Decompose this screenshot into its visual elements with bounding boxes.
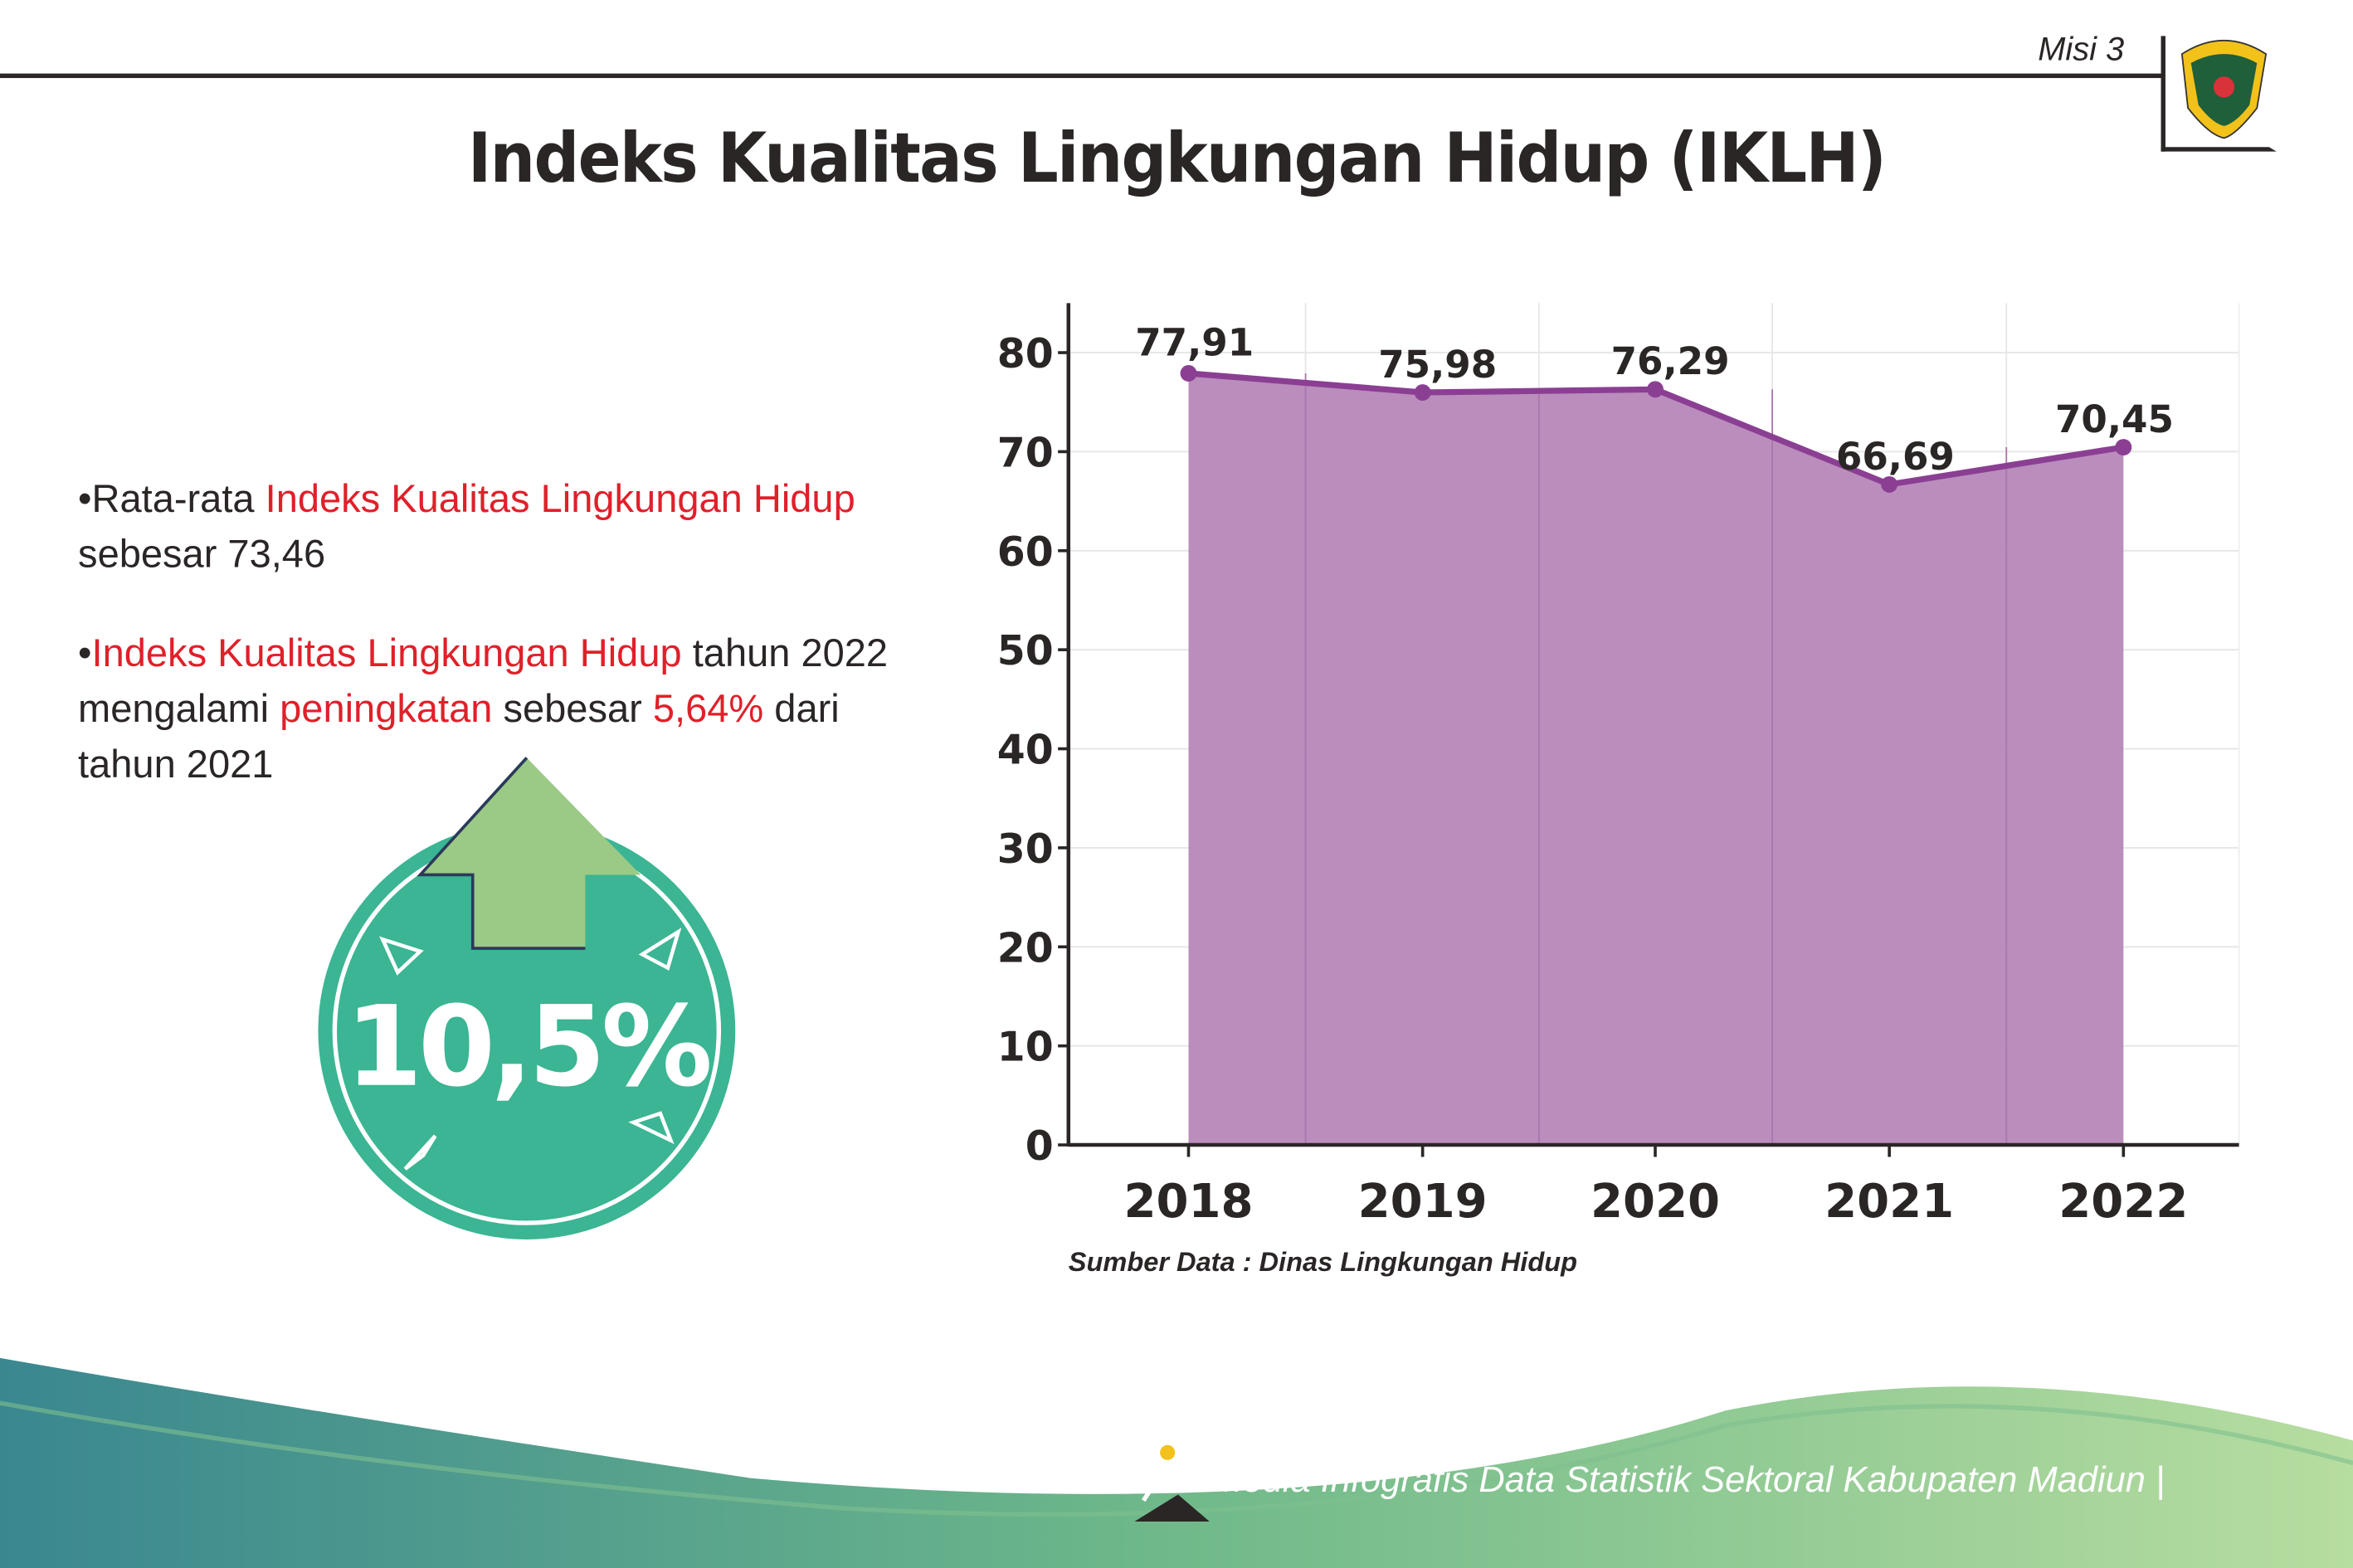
x-tick-label: 2018	[1123, 1175, 1253, 1229]
highlight: peningkatan	[280, 685, 493, 731]
summary-bullet-average: •Rata-rata Indeks Kualitas Lingkungan Hi…	[78, 471, 918, 582]
data-point	[1881, 475, 1898, 493]
footer-wave	[0, 1357, 2353, 1568]
kabupaten-madiun-logo	[2180, 40, 2268, 139]
text: sebesar	[492, 685, 653, 731]
y-tick-label: 20	[997, 924, 1054, 971]
y-tick-label: 40	[997, 727, 1054, 774]
footer-wave-line	[0, 1400, 2353, 1517]
area-fill	[1188, 373, 2124, 1146]
logo-frame-bottom	[2161, 147, 2277, 152]
data-label: 66,69	[1836, 435, 1955, 479]
misi-label: Misi 3	[2038, 30, 2125, 68]
y-tick-label: 60	[997, 528, 1054, 576]
highlight: Indeks Kualitas Lingkungan Hidup	[91, 630, 682, 675]
data-label: 77,91	[1135, 320, 1254, 364]
data-point	[1180, 365, 1197, 382]
summary-bullet-change: •Indeks Kualitas Lingkungan Hidup tahun …	[78, 626, 918, 792]
highlight: 5,64%	[652, 685, 764, 731]
data-point	[2115, 439, 2132, 455]
y-tick-label: 0	[1025, 1122, 1054, 1170]
data-label: 70,45	[2055, 397, 2174, 441]
data-point	[1414, 384, 1431, 401]
x-tick-label: 2021	[1824, 1175, 1954, 1229]
y-tick-label: 70	[997, 430, 1054, 477]
text: tahun 2022 mengalami	[78, 630, 889, 731]
header-rule	[0, 73, 2165, 79]
x-tick-label: 2019	[1358, 1175, 1488, 1229]
text: sebesar 73,46	[78, 531, 326, 577]
source-note: Sumber Data : Dinas Lingkungan Hidup	[1068, 1247, 1578, 1278]
page-title: Indeks Kualitas Lingkungan Hidup (IKLH)	[467, 117, 1887, 198]
logo-frame-vertical	[2161, 36, 2165, 152]
text: dari tahun 2021	[78, 685, 840, 786]
text: •Rata-rata	[78, 475, 266, 521]
data-point	[1647, 381, 1664, 398]
text: •	[78, 630, 92, 675]
growth-badge	[318, 757, 736, 1239]
y-tick-label: 50	[997, 627, 1054, 674]
arrow-up-icon	[420, 757, 641, 949]
y-tick-label: 10	[997, 1024, 1054, 1071]
runner-logo-icon	[1134, 1444, 1210, 1522]
y-tick-label: 80	[997, 330, 1054, 377]
data-label: 76,29	[1611, 339, 1730, 383]
y-tick-label: 30	[997, 825, 1054, 873]
footer-text: Media Infografis Data Statistik Sektoral…	[1212, 1459, 2165, 1501]
data-label: 75,98	[1378, 343, 1497, 387]
x-tick-label: 2022	[2058, 1175, 2188, 1229]
badge-value: 10,5%	[345, 982, 713, 1113]
x-tick-label: 2020	[1591, 1175, 1720, 1229]
highlight: Indeks Kualitas Lingkungan Hidup	[265, 475, 855, 521]
sparkle-icons	[379, 928, 682, 1171]
